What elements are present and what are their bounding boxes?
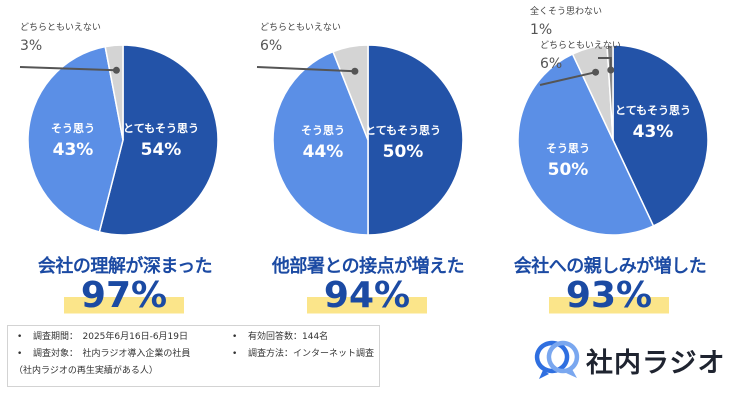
- slice-value-label: 43%: [633, 122, 674, 142]
- survey-target: 調査対象： 社内ラジオ導入企業の社員: [33, 349, 191, 359]
- pie-slice: [98, 44, 219, 236]
- chart-2-title: 他部署との接点が増えた: [271, 256, 465, 277]
- callout-label: どちらともいえない: [260, 22, 341, 33]
- callout-dot: [351, 67, 359, 75]
- slice-value-label: 54%: [141, 140, 182, 160]
- survey-target-note: （社内ラジオの再生実績がある人）: [14, 366, 158, 376]
- slice-value-label: 50%: [383, 142, 424, 162]
- pie-slice: [332, 44, 369, 141]
- callout-line: [598, 57, 612, 71]
- pie-chart-understanding: とてもそう思う 54% そう思う 43% どちらともいえない 3%: [19, 22, 219, 236]
- callout-label: どちらともいえない: [20, 22, 101, 33]
- speech-bubbles-icon: [534, 340, 580, 379]
- pie-slice: [517, 53, 655, 236]
- slice-label: そう思う: [51, 122, 95, 135]
- chart-2-headline-value: 94%: [307, 276, 427, 316]
- pie-slice: [27, 45, 124, 233]
- slice-value-label: 43%: [53, 140, 94, 160]
- slice-label: とてもそう思う: [123, 122, 199, 135]
- survey-period: 調査期間： 2025年6月16日-6月19日: [33, 332, 189, 342]
- chart-1-title: 会社の理解が深まった: [37, 256, 213, 277]
- pie-chart-familiarity: とてもそう思う 43% そう思う 50% どちらともいえない 6% 全くそう思わない 1%: [517, 5, 709, 236]
- bullet-icon: •: [232, 332, 238, 342]
- callout-dot: [112, 66, 120, 74]
- slice-label: そう思う: [546, 142, 590, 155]
- bullet-icon: •: [232, 349, 238, 359]
- slice-label: とてもそう思う: [615, 104, 691, 117]
- pie-slice: [367, 44, 464, 236]
- callout-line: [19, 66, 117, 72]
- callout-dot: [607, 66, 615, 74]
- slice-value-label: 50%: [548, 160, 589, 180]
- callout-line: [256, 66, 355, 73]
- slice-value-label: 44%: [303, 142, 344, 162]
- callout-label: どちらともいえない: [540, 40, 621, 51]
- bullet-icon: •: [17, 332, 23, 342]
- survey-method: 調査方法：インターネット調査: [248, 349, 375, 359]
- callout-value: 1%: [530, 22, 552, 38]
- chart-3-headline-value: 93%: [549, 276, 669, 316]
- pie-slice: [612, 44, 709, 227]
- callout-value: 6%: [540, 56, 562, 72]
- brand-name: 社内ラジオ: [586, 348, 726, 379]
- callout-label: 全くそう思わない: [530, 5, 602, 17]
- callout-dot: [592, 68, 600, 76]
- callout-line: [539, 71, 596, 86]
- brand-logo: 社内ラジオ: [532, 335, 728, 385]
- survey-respondents: 有効回答数：144名: [248, 332, 329, 342]
- callout-value: 6%: [260, 38, 282, 54]
- bullet-icon: •: [17, 349, 23, 359]
- survey-notes: • 調査期間： 2025年6月16日-6月19日 • 有効回答数：144名 • …: [7, 325, 380, 387]
- callout-value: 3%: [20, 38, 42, 54]
- chart-1-headline-value: 97%: [64, 276, 184, 316]
- chart-3-title: 会社への親しみが増した: [513, 256, 707, 277]
- slice-label: そう思う: [301, 124, 345, 137]
- slice-label: とてもそう思う: [365, 124, 441, 137]
- pie-chart-contacts: とてもそう思う 50% そう思う 44% どちらともいえない 6%: [256, 22, 464, 236]
